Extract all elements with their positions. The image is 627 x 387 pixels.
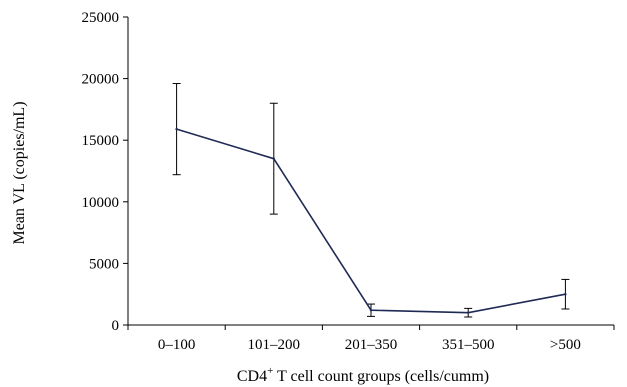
data-point (369, 309, 373, 312)
x-axis-title-superscript: + (267, 365, 273, 377)
y-axis-title: Mean VL (copies/mL) (11, 101, 28, 244)
y-tick-label: 20000 (82, 72, 120, 88)
x-tick-label: 201–350 (345, 337, 398, 353)
data-point (564, 293, 567, 296)
x-tick-label: 351–500 (442, 337, 495, 353)
series-line (176, 128, 566, 314)
x-tick-label: 0–100 (158, 337, 196, 353)
x-axis-title-main: CD4 (237, 368, 267, 385)
y-axis: 0 5000 10000 15000 20000 25000 (82, 10, 129, 334)
data-point (467, 311, 470, 314)
data-point (272, 157, 275, 160)
x-axis-title: CD4+ T cell count groups (cells/cumm) (237, 365, 489, 385)
y-tick-label: 0 (112, 318, 120, 334)
y-tick-label: 5000 (89, 256, 119, 272)
error-bars (172, 83, 570, 318)
x-axis: 0–100 101–200 201–350 351–500 >500 (127, 324, 615, 353)
data-point (175, 127, 178, 131)
x-axis-title-rest: T cell count groups (cells/cumm) (273, 368, 489, 385)
y-tick-label: 10000 (82, 195, 120, 211)
series-lines (175, 127, 567, 314)
x-tick-label: 101–200 (248, 337, 301, 353)
x-tick-label: >500 (550, 337, 581, 353)
y-tick-label: 15000 (82, 133, 120, 149)
y-tick-label: 25000 (82, 10, 120, 26)
